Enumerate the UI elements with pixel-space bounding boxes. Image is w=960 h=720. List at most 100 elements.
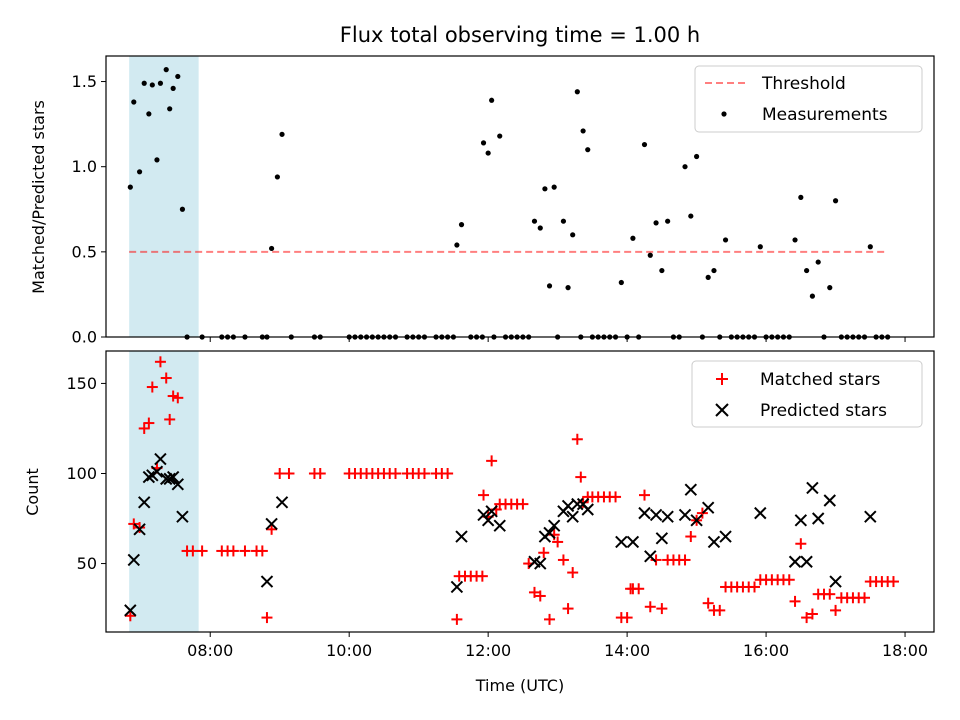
matched-star-point	[679, 554, 691, 566]
measurement-point	[585, 147, 591, 153]
matched-star-point	[633, 583, 645, 595]
measurement-point	[832, 198, 839, 204]
matched-star-point	[621, 612, 633, 624]
predicted-star-point	[150, 465, 164, 478]
matched-star-point	[172, 392, 184, 404]
predicted-star-point	[154, 452, 167, 466]
measurement-point	[175, 73, 181, 80]
predicted-star-point	[690, 514, 703, 527]
predicted-star-point	[806, 481, 819, 495]
measurement-point	[127, 184, 133, 190]
predicted-star-point	[133, 523, 146, 536]
matched-star-point	[887, 576, 899, 588]
matched-star-point	[806, 608, 818, 620]
matched-star-point	[528, 586, 540, 598]
matched-star-point	[830, 604, 842, 616]
predicted-star-point	[655, 532, 669, 545]
matched-star-point	[562, 603, 574, 615]
measurement-point	[574, 89, 580, 95]
predicted-star-point	[719, 530, 732, 543]
predicted-star-point	[176, 510, 189, 523]
bottom-plot-frame	[105, 350, 935, 633]
bottom-xtick-label: 18:00	[882, 641, 928, 660]
measurement-point	[618, 279, 624, 286]
measurement-point	[131, 99, 137, 105]
matched-star-point	[783, 574, 795, 586]
measurement-point	[867, 244, 873, 250]
measurement-point	[688, 213, 694, 219]
bottom-legend-box	[691, 360, 923, 428]
bottom-xtick-label: 12:00	[465, 641, 511, 660]
top-legend: Threshold Measurements	[694, 65, 923, 133]
matched-star-point	[390, 467, 402, 479]
top-shaded-region	[129, 56, 199, 337]
matched-star-point	[143, 417, 155, 429]
top-legend-box	[694, 65, 923, 133]
measurement-point	[659, 267, 665, 274]
matched-star-point	[261, 612, 273, 624]
matched-star-point	[476, 570, 488, 582]
matched-star-point	[451, 613, 463, 625]
measurement-point	[757, 244, 763, 250]
bottom-xtick-label: 16:00	[743, 641, 789, 660]
matched-star-point	[571, 433, 583, 445]
measurement-point	[149, 82, 155, 88]
predicted-legend-label: Predicted stars	[760, 401, 887, 421]
measurement-point	[827, 285, 833, 291]
matched-star-point	[859, 592, 871, 604]
measurement-point	[809, 293, 816, 299]
bottom-xtick-label: 10:00	[326, 641, 372, 660]
threshold-legend-label: Threshold	[761, 74, 846, 94]
matched-star-point	[227, 545, 239, 557]
matched-star-point	[478, 489, 490, 501]
predicted-star-point	[160, 472, 173, 486]
bottom-xtick-label: 08:00	[187, 641, 233, 660]
measurement-point	[179, 206, 186, 212]
predicted-star-point	[566, 510, 579, 523]
predicted-star-point	[788, 555, 802, 568]
matched-star-point	[714, 604, 726, 616]
predicted-star-point	[142, 470, 156, 484]
matched-star-point	[196, 545, 208, 557]
measurement-point	[157, 80, 164, 86]
predicted-star-point	[163, 472, 176, 486]
matched-star-point	[656, 603, 668, 615]
predicted-star-point	[581, 503, 594, 516]
matched-star-point	[418, 467, 430, 479]
measurement-point	[798, 194, 804, 200]
matched-star-point	[239, 545, 251, 557]
measurement-point	[665, 218, 671, 224]
top-ytick-label: 0.0	[72, 328, 97, 347]
predicted-star-point	[649, 508, 663, 522]
matched-star-point	[749, 581, 761, 593]
matched-star-point	[128, 518, 140, 530]
matched-star-point	[274, 467, 286, 479]
predicted-legend-swatch	[715, 403, 729, 417]
measurement-point	[815, 259, 821, 265]
top-plot-frame	[105, 55, 935, 338]
matched-star-point	[789, 595, 801, 607]
measurement-point	[570, 232, 576, 238]
top-ytick-label: 1.5	[72, 72, 97, 91]
predicted-star-point	[543, 526, 556, 540]
predicted-star-point	[571, 497, 584, 511]
measurement-point	[141, 80, 147, 86]
predicted-star-point	[547, 519, 561, 532]
measurement-point	[170, 85, 176, 91]
predicted-star-point	[794, 514, 808, 527]
predicted-star-point	[493, 519, 506, 532]
measurement-point	[542, 186, 548, 192]
bottom-y-axis-label: Count	[23, 468, 42, 516]
predicted-star-point	[800, 555, 813, 568]
top-y-axis-label: Matched/Predicted stars	[29, 100, 48, 294]
measurements-legend-label: Measurements	[762, 105, 888, 125]
bottom-shaded-region	[129, 351, 199, 632]
predicted-star-point	[707, 535, 721, 549]
predicted-star-point	[823, 494, 836, 507]
matched-star-point	[644, 601, 656, 613]
measurement-point	[146, 111, 152, 117]
measurement-point	[454, 242, 460, 248]
measurement-point	[531, 218, 538, 224]
top-panel: 0.0 0.5 1.0 1.5 Matched/Predicted stars Thr…	[29, 55, 935, 347]
predicted-star-point	[534, 557, 547, 570]
